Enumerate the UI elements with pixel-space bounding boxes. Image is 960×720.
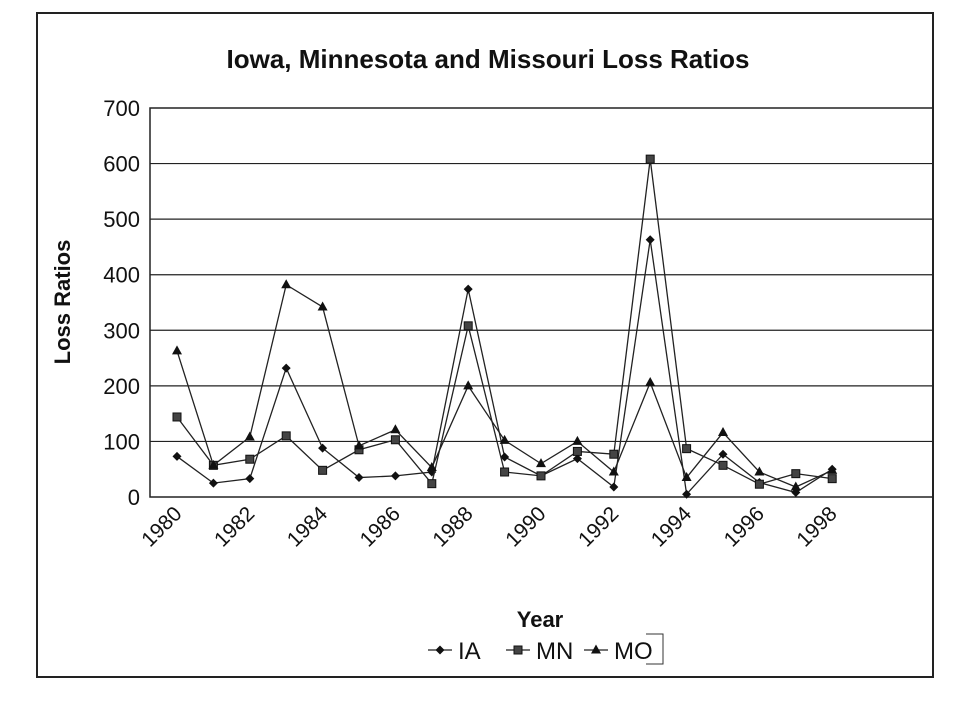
data-point-mo — [463, 380, 474, 390]
data-point-mo — [390, 424, 401, 434]
x-tick-label: 1994 — [647, 502, 697, 552]
data-point-mo — [499, 434, 510, 444]
y-tick-label: 700 — [103, 96, 140, 121]
data-point-ia — [354, 473, 364, 483]
data-point-mn — [245, 454, 255, 464]
y-tick-label: 300 — [103, 318, 140, 343]
x-tick-label: 1992 — [574, 502, 623, 551]
y-tick-label: 200 — [103, 374, 140, 399]
data-point-ia — [318, 443, 328, 453]
data-point-mo — [317, 301, 328, 311]
data-point-mn — [500, 467, 510, 477]
data-point-mn — [754, 479, 764, 489]
data-point-mn — [572, 446, 582, 456]
legend-label-mo: MO — [614, 638, 653, 665]
data-point-ia — [609, 482, 619, 492]
data-point-mo — [718, 427, 728, 437]
x-tick-label: 1980 — [137, 502, 186, 551]
data-point-mn — [827, 474, 837, 484]
legend-label-ia: IA — [458, 638, 481, 665]
legend: IA MN MO — [428, 633, 664, 665]
y-tick-label: 600 — [103, 152, 140, 177]
data-point-mn — [536, 471, 546, 481]
y-tick-label: 500 — [103, 207, 140, 232]
x-tick-label: 1998 — [792, 502, 841, 551]
y-tick-label: 100 — [103, 429, 140, 454]
data-point-mo — [244, 431, 255, 441]
data-point-ia — [463, 284, 473, 294]
x-tick-label: 1984 — [283, 502, 333, 552]
data-point-mn — [463, 321, 473, 331]
data-point-mn — [718, 460, 728, 470]
data-point-ia — [645, 235, 655, 245]
data-point-mo — [681, 472, 692, 482]
data-point-mn — [682, 444, 692, 454]
legend-marker-mo — [591, 644, 601, 654]
plot-area: 0 100 200 300 400 500 600 700 1980 1982 1984 1986 19… — [103, 96, 934, 552]
data-point-ia — [572, 454, 582, 464]
data-point-mo — [172, 345, 182, 355]
data-point-ia — [172, 451, 182, 461]
data-point-mn — [427, 479, 437, 489]
data-point-mo — [281, 279, 292, 289]
data-point-mo — [608, 466, 619, 476]
data-point-mo — [827, 464, 838, 474]
plot-border — [149, 107, 934, 498]
data-point-mo — [754, 466, 765, 476]
data-point-ia — [500, 452, 510, 462]
x-tick-label: 1990 — [501, 502, 550, 551]
data-point-mn — [318, 465, 328, 475]
data-point-mo — [426, 462, 437, 472]
data-point-ia — [245, 474, 255, 484]
y-tick-label: 0 — [128, 485, 140, 510]
data-point-mn — [609, 449, 619, 459]
legend-marker-ia — [435, 645, 445, 655]
y-axis-label: Loss Ratios — [50, 240, 75, 365]
x-axis-label: Year — [517, 607, 564, 632]
data-point-mo — [208, 459, 219, 469]
data-point-mn — [390, 435, 400, 445]
data-point-ia — [390, 471, 400, 481]
x-tick-label: 1986 — [356, 502, 405, 551]
data-point-ia — [208, 478, 218, 488]
data-point-mo — [354, 440, 364, 450]
legend-frame-corner — [646, 633, 664, 665]
x-tick-label: 1982 — [210, 502, 259, 551]
x-tick-label: 1996 — [720, 502, 769, 551]
y-tick-label: 400 — [103, 263, 140, 288]
data-point-mo — [790, 481, 801, 491]
data-point-mn — [281, 431, 291, 441]
data-point-ia — [281, 363, 291, 373]
chart-title: Iowa, Minnesota and Missouri Loss Ratios — [227, 44, 750, 74]
data-point-mn — [645, 154, 655, 164]
data-point-mo — [572, 435, 583, 445]
data-point-mo — [645, 377, 656, 387]
data-point-ia — [718, 449, 728, 459]
data-point-ia — [682, 489, 692, 499]
data-point-mn — [791, 469, 801, 479]
legend-marker-mn — [513, 645, 523, 655]
x-tick-label: 1988 — [428, 502, 477, 551]
data-point-mo — [536, 458, 546, 468]
data-point-mn — [172, 412, 182, 422]
legend-label-mn: MN — [536, 638, 573, 665]
